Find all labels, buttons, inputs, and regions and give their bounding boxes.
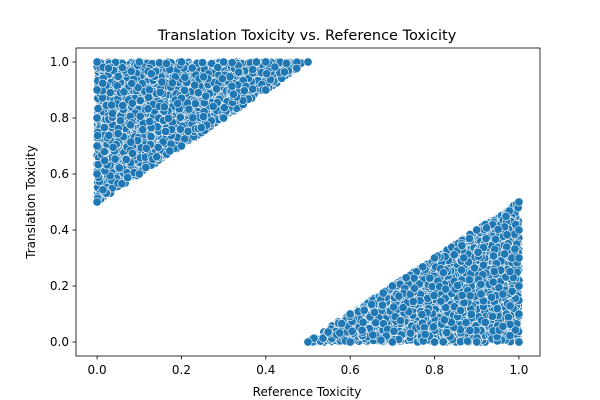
data-point <box>114 163 124 173</box>
data-point <box>227 58 237 68</box>
data-point <box>153 142 163 152</box>
data-point <box>167 78 177 88</box>
data-point <box>212 84 222 94</box>
data-point <box>478 260 488 270</box>
data-point <box>163 113 173 123</box>
data-point <box>180 85 190 95</box>
data-point <box>262 69 272 79</box>
data-point <box>113 129 123 139</box>
data-point <box>135 96 145 106</box>
data-point <box>292 63 302 73</box>
data-point <box>282 58 292 68</box>
data-point <box>121 155 131 165</box>
data-point <box>367 299 377 309</box>
data-point <box>107 100 117 110</box>
data-point <box>248 64 258 74</box>
data-point <box>108 142 118 152</box>
data-point <box>113 72 123 82</box>
data-point <box>251 57 261 67</box>
data-point <box>98 78 108 88</box>
data-point <box>116 116 126 126</box>
data-point <box>138 125 148 135</box>
data-point <box>188 113 198 123</box>
data-point <box>104 130 114 140</box>
data-point <box>146 69 156 79</box>
data-point <box>279 67 289 77</box>
data-point <box>100 156 110 166</box>
data-point <box>225 72 235 82</box>
data-point <box>144 85 154 95</box>
data-point <box>161 58 171 68</box>
data-point <box>98 185 108 195</box>
data-point <box>141 143 151 153</box>
data-point <box>190 80 200 90</box>
scatter-points <box>92 57 524 347</box>
data-point <box>118 101 128 111</box>
data-point <box>198 112 208 122</box>
data-point <box>93 104 103 114</box>
data-point <box>155 87 165 97</box>
data-point <box>126 120 136 130</box>
data-point <box>146 132 156 142</box>
data-point <box>93 131 103 141</box>
data-point <box>144 92 154 102</box>
data-point <box>127 78 137 88</box>
data-point <box>234 67 244 77</box>
data-point <box>229 89 239 99</box>
data-point <box>173 99 183 109</box>
data-point <box>219 103 229 113</box>
data-point <box>141 162 151 172</box>
data-point <box>248 84 258 94</box>
chart-title: Translation Toxicity vs. Reference Toxic… <box>157 28 457 44</box>
data-point <box>128 148 138 158</box>
data-point <box>457 265 467 275</box>
data-point <box>123 173 133 183</box>
data-point <box>127 98 137 108</box>
data-point <box>145 116 155 126</box>
data-point <box>107 108 117 118</box>
data-point <box>491 234 501 244</box>
data-point <box>161 126 171 136</box>
data-point <box>143 104 153 114</box>
data-point <box>103 63 113 73</box>
data-point <box>126 137 136 147</box>
data-point <box>152 152 162 162</box>
data-point <box>159 102 169 112</box>
data-point <box>157 77 167 87</box>
data-point <box>117 63 127 73</box>
data-point <box>180 72 190 82</box>
data-point <box>175 124 185 134</box>
data-point <box>239 86 249 96</box>
data-point <box>99 123 109 133</box>
data-point <box>184 104 194 114</box>
data-point <box>436 296 446 306</box>
data-point <box>199 72 209 82</box>
data-point <box>126 66 136 76</box>
data-point <box>198 58 208 68</box>
data-point <box>217 74 227 84</box>
data-point <box>187 63 197 73</box>
data-point <box>135 111 145 121</box>
data-point <box>196 123 206 133</box>
data-point <box>227 81 237 91</box>
data-point <box>175 112 185 122</box>
data-point <box>270 62 280 72</box>
data-point <box>208 101 218 111</box>
data-point <box>165 146 175 156</box>
data-point <box>193 88 203 98</box>
